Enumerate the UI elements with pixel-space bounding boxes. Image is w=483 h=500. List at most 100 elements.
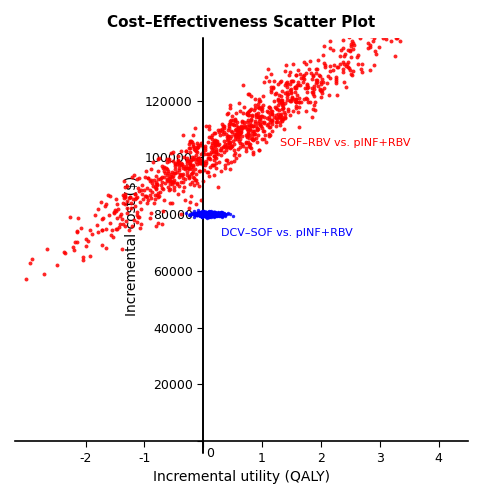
Point [187, 164, 195, 172]
Point [284, 80, 291, 88]
Point [165, 186, 173, 194]
Point [202, 211, 210, 219]
Point [300, 71, 308, 79]
Point [237, 128, 245, 136]
Point [195, 210, 203, 218]
Point [211, 209, 218, 217]
Point [201, 210, 209, 218]
Point [192, 209, 199, 217]
Point [194, 148, 201, 156]
Point [239, 142, 247, 150]
Point [211, 211, 219, 219]
Point [270, 90, 278, 98]
Point [251, 104, 258, 112]
Point [284, 104, 291, 112]
Point [205, 208, 213, 216]
Point [200, 210, 208, 218]
Point [201, 212, 209, 220]
Point [217, 146, 225, 154]
Point [241, 123, 248, 131]
Point [267, 86, 275, 94]
Point [209, 210, 216, 218]
Point [267, 110, 274, 118]
Point [213, 210, 220, 218]
Point [206, 210, 214, 218]
Point [283, 92, 291, 100]
Point [199, 210, 207, 218]
Point [284, 83, 291, 91]
Point [249, 127, 256, 135]
Point [116, 212, 124, 220]
Point [140, 194, 147, 202]
Point [255, 146, 263, 154]
Point [317, 87, 325, 95]
Point [168, 178, 175, 186]
Point [205, 210, 213, 218]
Point [207, 133, 215, 141]
Point [133, 211, 141, 219]
Point [195, 154, 203, 162]
Point [154, 181, 161, 189]
Point [333, 90, 341, 98]
Point [158, 220, 166, 228]
Point [211, 210, 218, 218]
Point [204, 209, 212, 217]
Point [201, 210, 209, 218]
Point [192, 211, 200, 219]
Point [367, 42, 374, 50]
Point [185, 144, 193, 152]
Point [198, 212, 206, 220]
Point [244, 138, 252, 145]
Point [211, 209, 219, 217]
Point [262, 73, 270, 81]
Point [168, 180, 176, 188]
Point [303, 84, 311, 92]
Point [351, 24, 358, 32]
Point [190, 154, 198, 162]
Point [136, 224, 143, 232]
Point [292, 104, 299, 112]
Point [214, 140, 222, 148]
Point [207, 209, 214, 217]
Point [201, 213, 209, 221]
Point [73, 227, 81, 235]
Point [244, 116, 252, 124]
Point [198, 211, 206, 219]
Point [244, 128, 252, 136]
Point [202, 122, 210, 130]
Point [137, 186, 145, 194]
Point [227, 118, 234, 126]
Point [369, 37, 377, 45]
Point [185, 174, 192, 182]
Point [164, 182, 171, 190]
Point [306, 65, 313, 73]
Point [207, 143, 214, 151]
Point [313, 65, 320, 73]
Point [170, 186, 177, 194]
Point [190, 212, 198, 220]
Point [177, 158, 185, 166]
Point [213, 210, 221, 218]
Point [289, 60, 297, 68]
Point [219, 122, 227, 130]
Point [211, 212, 218, 220]
Point [248, 134, 256, 142]
Point [195, 154, 202, 162]
Point [209, 211, 217, 219]
Point [186, 180, 194, 188]
Point [200, 210, 208, 218]
Point [256, 114, 264, 122]
Point [203, 214, 211, 222]
Point [231, 116, 239, 124]
Point [209, 209, 216, 217]
Point [219, 210, 227, 218]
Point [121, 192, 129, 200]
Point [225, 122, 232, 130]
Point [304, 98, 312, 106]
Point [210, 208, 218, 216]
Point [310, 101, 317, 109]
Point [292, 98, 299, 106]
Point [210, 208, 218, 216]
Point [194, 209, 201, 217]
Point [198, 210, 205, 218]
